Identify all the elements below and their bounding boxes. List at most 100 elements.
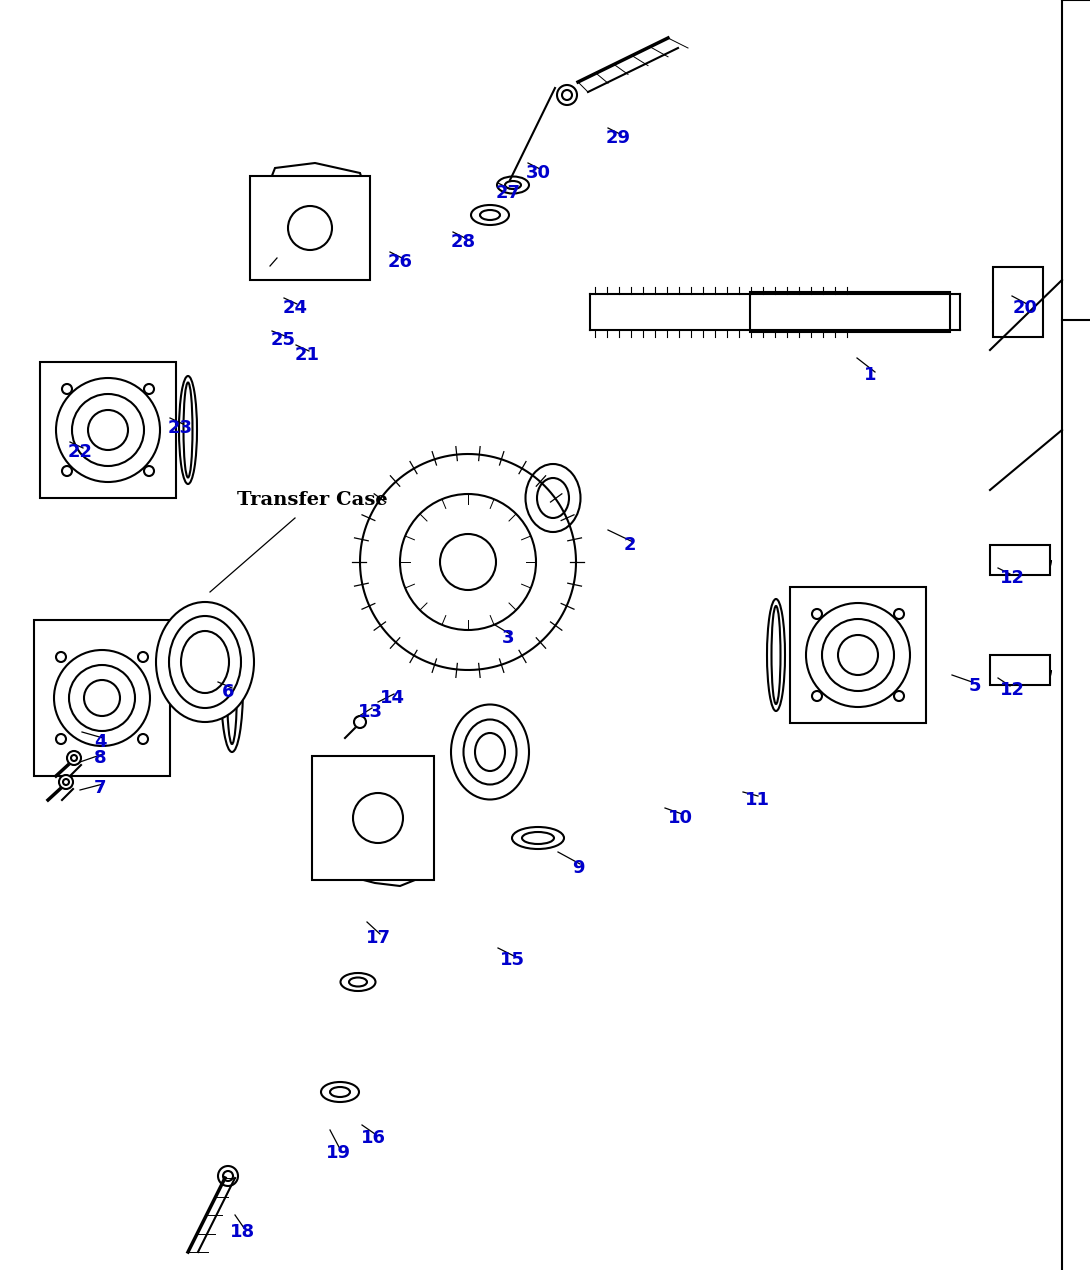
Text: 28: 28: [450, 232, 475, 251]
Ellipse shape: [772, 606, 780, 704]
Bar: [993, 267, 1043, 337]
Bar: [40, 362, 175, 498]
Circle shape: [218, 1166, 238, 1186]
Circle shape: [59, 775, 73, 789]
Circle shape: [557, 85, 577, 105]
Circle shape: [353, 792, 403, 843]
Text: 1: 1: [863, 366, 876, 384]
Circle shape: [812, 610, 822, 618]
Circle shape: [56, 378, 160, 483]
Ellipse shape: [537, 478, 569, 518]
Circle shape: [62, 384, 72, 394]
Text: 4: 4: [94, 733, 106, 751]
Ellipse shape: [480, 210, 500, 220]
Ellipse shape: [497, 177, 529, 193]
Circle shape: [276, 254, 284, 262]
Text: 22: 22: [68, 443, 93, 461]
Text: 17: 17: [365, 928, 390, 947]
Circle shape: [66, 751, 81, 765]
Text: 27: 27: [496, 184, 521, 202]
Bar: [312, 756, 434, 880]
Ellipse shape: [475, 733, 505, 771]
Text: 18: 18: [229, 1223, 255, 1241]
Text: 10: 10: [667, 809, 692, 827]
Ellipse shape: [512, 827, 564, 850]
Ellipse shape: [505, 182, 521, 189]
Circle shape: [88, 410, 128, 450]
Polygon shape: [318, 756, 428, 886]
Ellipse shape: [522, 832, 554, 845]
Circle shape: [400, 494, 536, 630]
Circle shape: [63, 779, 69, 785]
Text: 23: 23: [168, 419, 193, 437]
Text: 20: 20: [1013, 298, 1038, 318]
Circle shape: [562, 90, 572, 100]
Text: 3: 3: [501, 629, 514, 646]
Ellipse shape: [1009, 290, 1027, 314]
Ellipse shape: [463, 720, 517, 785]
Ellipse shape: [340, 973, 375, 991]
Ellipse shape: [181, 631, 229, 693]
Circle shape: [138, 734, 148, 744]
Text: 7: 7: [94, 779, 106, 798]
Circle shape: [282, 199, 338, 257]
Bar: [990, 655, 1050, 685]
Ellipse shape: [471, 204, 509, 225]
Circle shape: [295, 213, 325, 243]
Text: 8: 8: [94, 749, 107, 767]
Text: 25: 25: [270, 331, 295, 349]
Text: 2: 2: [623, 536, 637, 554]
Ellipse shape: [320, 1082, 359, 1102]
Ellipse shape: [1001, 279, 1036, 324]
Circle shape: [362, 801, 393, 834]
Text: 29: 29: [606, 130, 630, 147]
Circle shape: [56, 652, 66, 662]
Circle shape: [440, 533, 496, 591]
Circle shape: [56, 734, 66, 744]
Circle shape: [62, 466, 72, 476]
Circle shape: [822, 618, 894, 691]
Ellipse shape: [525, 464, 581, 532]
Circle shape: [288, 206, 332, 250]
Bar: [750, 292, 950, 331]
Ellipse shape: [451, 705, 529, 800]
Bar: [250, 177, 370, 279]
Circle shape: [84, 679, 120, 716]
Circle shape: [806, 603, 910, 707]
Text: 13: 13: [358, 704, 383, 721]
Text: 16: 16: [361, 1129, 386, 1147]
Ellipse shape: [330, 1087, 350, 1097]
Circle shape: [72, 394, 144, 466]
Text: 19: 19: [326, 1144, 351, 1162]
Text: 12: 12: [1000, 681, 1025, 698]
Ellipse shape: [183, 382, 193, 478]
Ellipse shape: [169, 616, 241, 707]
Ellipse shape: [227, 632, 237, 744]
Text: 14: 14: [379, 690, 404, 707]
Text: 21: 21: [294, 345, 319, 364]
Ellipse shape: [156, 602, 254, 723]
Text: Transfer Case: Transfer Case: [237, 491, 388, 509]
Circle shape: [838, 635, 879, 674]
Ellipse shape: [179, 376, 197, 484]
Circle shape: [812, 691, 822, 701]
Text: 30: 30: [525, 164, 550, 182]
Ellipse shape: [221, 624, 243, 752]
Circle shape: [348, 787, 408, 848]
Text: 26: 26: [388, 253, 412, 271]
Bar: [790, 587, 926, 723]
Ellipse shape: [993, 272, 1043, 331]
Circle shape: [138, 652, 148, 662]
Ellipse shape: [767, 599, 785, 711]
Text: 11: 11: [744, 791, 770, 809]
Polygon shape: [265, 163, 368, 271]
Circle shape: [54, 650, 150, 745]
Text: 15: 15: [499, 951, 524, 969]
Circle shape: [354, 716, 366, 728]
Circle shape: [69, 665, 135, 732]
Circle shape: [223, 1171, 233, 1181]
Circle shape: [144, 466, 154, 476]
Circle shape: [894, 610, 904, 618]
Bar: [990, 545, 1050, 575]
Text: 5: 5: [969, 677, 981, 695]
